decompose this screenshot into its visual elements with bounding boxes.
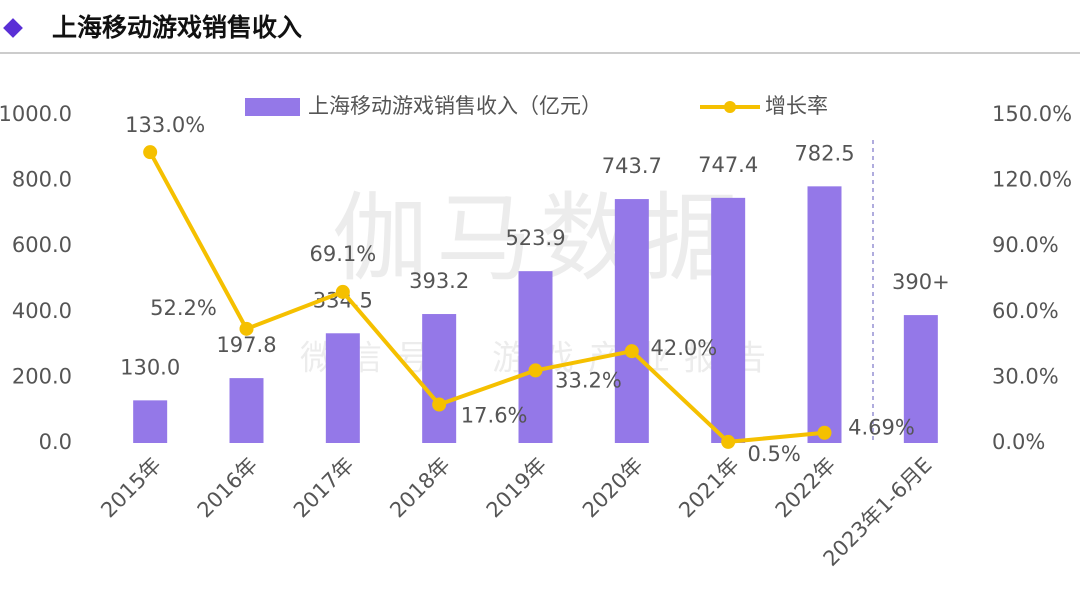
bar (903, 315, 938, 443)
y2-tick-label: 150.0% (992, 102, 1072, 126)
title-marker (3, 18, 23, 38)
line-point (239, 321, 254, 336)
line-point (624, 344, 639, 359)
legend-label: 上海移动游戏销售收入（亿元） (308, 94, 602, 118)
line-value-label: 69.1% (309, 242, 376, 266)
x-tick-label: 2017年 (289, 453, 359, 523)
bar-value-label: 747.4 (698, 153, 758, 177)
line-value-label: 42.0% (650, 336, 717, 360)
y2-tick-label: 120.0% (992, 168, 1072, 192)
bar-value-label: 743.7 (602, 154, 662, 178)
bar (518, 271, 553, 443)
bar-value-label: 390+ (892, 270, 950, 294)
y-tick-label: 400.0 (12, 299, 72, 323)
y-tick-label: 200.0 (12, 364, 72, 388)
line-value-label: 33.2% (555, 368, 622, 392)
bar (711, 197, 746, 443)
x-tick-label: 2016年 (193, 453, 263, 523)
x-tick-label: 2020年 (578, 453, 648, 523)
line-point (335, 284, 350, 299)
bar (229, 378, 264, 443)
legend-label: 增长率 (765, 94, 828, 118)
line-point (817, 425, 832, 440)
line-point (432, 397, 447, 412)
x-tick-label: 2018年 (385, 453, 455, 523)
line-value-label: 0.5% (747, 442, 800, 466)
x-tick-label: 2021年 (674, 453, 744, 523)
line-point (143, 145, 158, 160)
bar-value-label: 130.0 (120, 355, 180, 379)
bar-value-label: 197.8 (216, 333, 276, 357)
y2-tick-label: 60.0% (992, 299, 1059, 323)
legend-swatch (245, 98, 300, 116)
y-tick-label: 800.0 (12, 168, 72, 192)
line-point (721, 434, 736, 449)
bar (422, 314, 457, 443)
bar-value-label: 523.9 (505, 226, 565, 250)
y2-tick-label: 90.0% (992, 233, 1059, 257)
y-tick-label: 0.0 (39, 430, 72, 454)
bar-value-label: 393.2 (409, 269, 469, 293)
y2-tick-label: 0.0% (992, 430, 1045, 454)
line-value-label: 17.6% (461, 404, 528, 428)
title: 上海移动游戏销售收入 (52, 13, 302, 42)
legend-swatch (724, 101, 736, 113)
bar-value-label: 782.5 (794, 141, 854, 165)
bar (133, 400, 168, 443)
line-value-label: 52.2% (150, 296, 217, 320)
bar (325, 333, 360, 443)
bar (614, 199, 649, 443)
x-tick-label: 2019年 (482, 453, 552, 523)
x-tick-label: 2015年 (96, 453, 166, 523)
y2-tick-label: 30.0% (992, 364, 1059, 388)
line-value-label: 133.0% (125, 113, 205, 137)
line-value-label: 4.69% (848, 416, 915, 440)
line-point (528, 363, 543, 378)
line (148, 151, 825, 444)
y-tick-label: 1000.0 (0, 102, 72, 126)
bar (807, 186, 842, 443)
y-tick-label: 600.0 (12, 233, 72, 257)
